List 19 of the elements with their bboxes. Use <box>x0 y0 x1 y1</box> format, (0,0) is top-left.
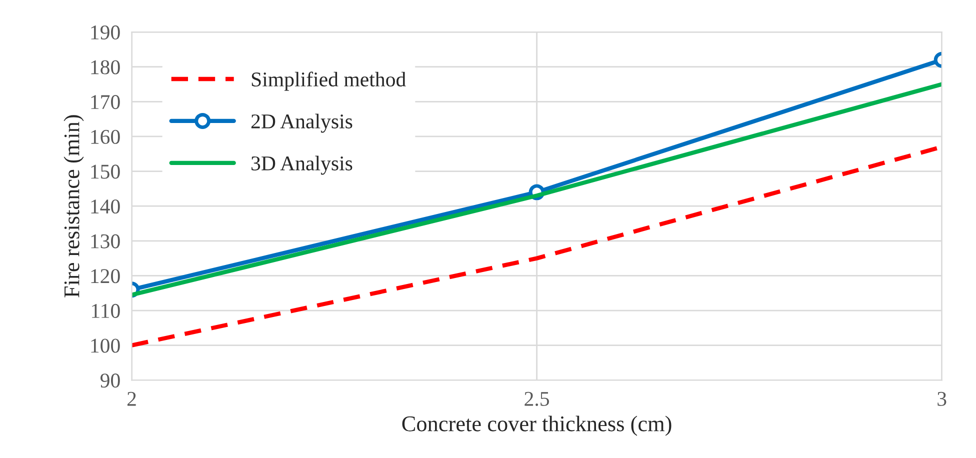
x-tick-label: 2 <box>127 392 136 406</box>
legend-label: Simplified method <box>252 72 406 91</box>
y-tick-label: 90 <box>100 374 120 388</box>
y-tick-label: 190 <box>91 25 120 40</box>
y-tick-label: 140 <box>91 199 120 214</box>
y-tick-label: 130 <box>91 234 120 248</box>
y-tick-label: 170 <box>91 95 120 110</box>
y-tick-label: 180 <box>91 60 120 74</box>
x-tick-label: 2.5 <box>524 392 550 406</box>
legend-label: 3D Analysis <box>252 156 352 175</box>
legend-label: 2D Analysis <box>251 114 352 133</box>
y-tick-label: 100 <box>91 338 120 353</box>
y-tick-label: 160 <box>91 130 120 144</box>
y-tick-label: 110 <box>92 304 120 318</box>
y-axis-title: Fire resistance (min) <box>64 115 84 298</box>
y-tick-label: 120 <box>91 269 120 284</box>
y-tick-label: 150 <box>91 164 120 179</box>
x-tick-label: 3 <box>938 392 946 406</box>
x-axis-title: Concrete cover thickness (cm) <box>402 416 672 436</box>
